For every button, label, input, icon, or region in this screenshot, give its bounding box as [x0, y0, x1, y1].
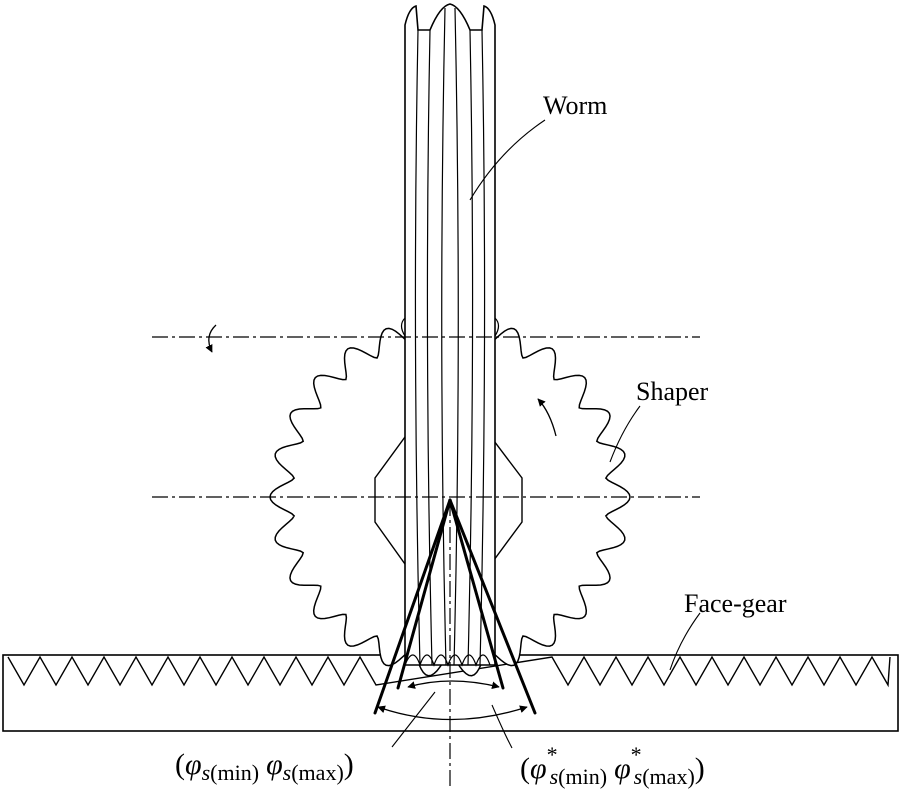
outer-angle-arc: [377, 705, 528, 721]
outer-open-paren: (: [520, 752, 530, 785]
worm-thread-right-outer: [479, 29, 486, 666]
worm-label: Worm: [543, 91, 607, 120]
worm-side-bulge-left: [400, 317, 406, 337]
leader-lines: [391, 119, 701, 749]
inner-max-text: (max): [291, 760, 344, 785]
outer-angle-line-right: [448, 498, 537, 715]
outer-angle-label: (φ* s(min) φ* s(max)): [520, 742, 705, 789]
worm-bottom-threads: [404, 654, 491, 667]
inner-sub-s-min: s: [202, 760, 211, 785]
worm-thread-center-left: [441, 7, 447, 666]
worm: [400, 3, 500, 667]
outer-star-max: *: [631, 742, 642, 767]
worm-side-bulge-right: [494, 317, 500, 337]
inner-min-text: (min): [210, 760, 259, 785]
outer-min-text: (min): [558, 764, 607, 789]
center-lines: [152, 336, 700, 790]
outer-max-text: (max): [642, 764, 695, 789]
inner-close-paren: ): [344, 748, 354, 781]
inner-phi-min: φ: [185, 748, 202, 781]
worm-thread-center-right: [453, 7, 459, 666]
angle-arcs: [377, 680, 528, 721]
inner-angle-leader: [391, 691, 436, 748]
face-gear-leader: [669, 612, 701, 671]
inner-angle-label: (φs(min) φs(max)): [175, 748, 354, 785]
inner-angle-line-right: [448, 498, 505, 690]
outer-phi-max: φ: [614, 752, 631, 785]
outer-close-paren: ): [695, 752, 705, 785]
angle-lines: [373, 498, 537, 715]
worm-thread-left-outer: [414, 29, 421, 666]
inner-open-paren: (: [175, 748, 185, 781]
worm-rotation-arrow: [205, 324, 217, 353]
inner-angle-line-left: [396, 498, 452, 690]
inner-sub-s-max: s: [283, 760, 292, 785]
worm-leader: [469, 119, 546, 201]
inner-angle-arc: [407, 680, 500, 690]
outer-angle-leader: [491, 704, 513, 749]
outer-sub-s-max: s: [634, 764, 643, 789]
outer-star-min: *: [547, 742, 558, 767]
inner-phi-max: φ: [266, 748, 283, 781]
face-gear-label: Face-gear: [684, 589, 787, 618]
shaper-rotation-arrow: [537, 398, 557, 437]
shaper-leader: [609, 405, 641, 463]
face-gear-teeth: [7, 655, 891, 688]
shaper-label: Shaper: [636, 377, 709, 406]
outer-angle-line-left: [373, 498, 452, 715]
rotation-arrows: [205, 324, 557, 437]
outer-sub-s-min: s: [550, 764, 559, 789]
outer-phi-min: φ: [530, 752, 547, 785]
